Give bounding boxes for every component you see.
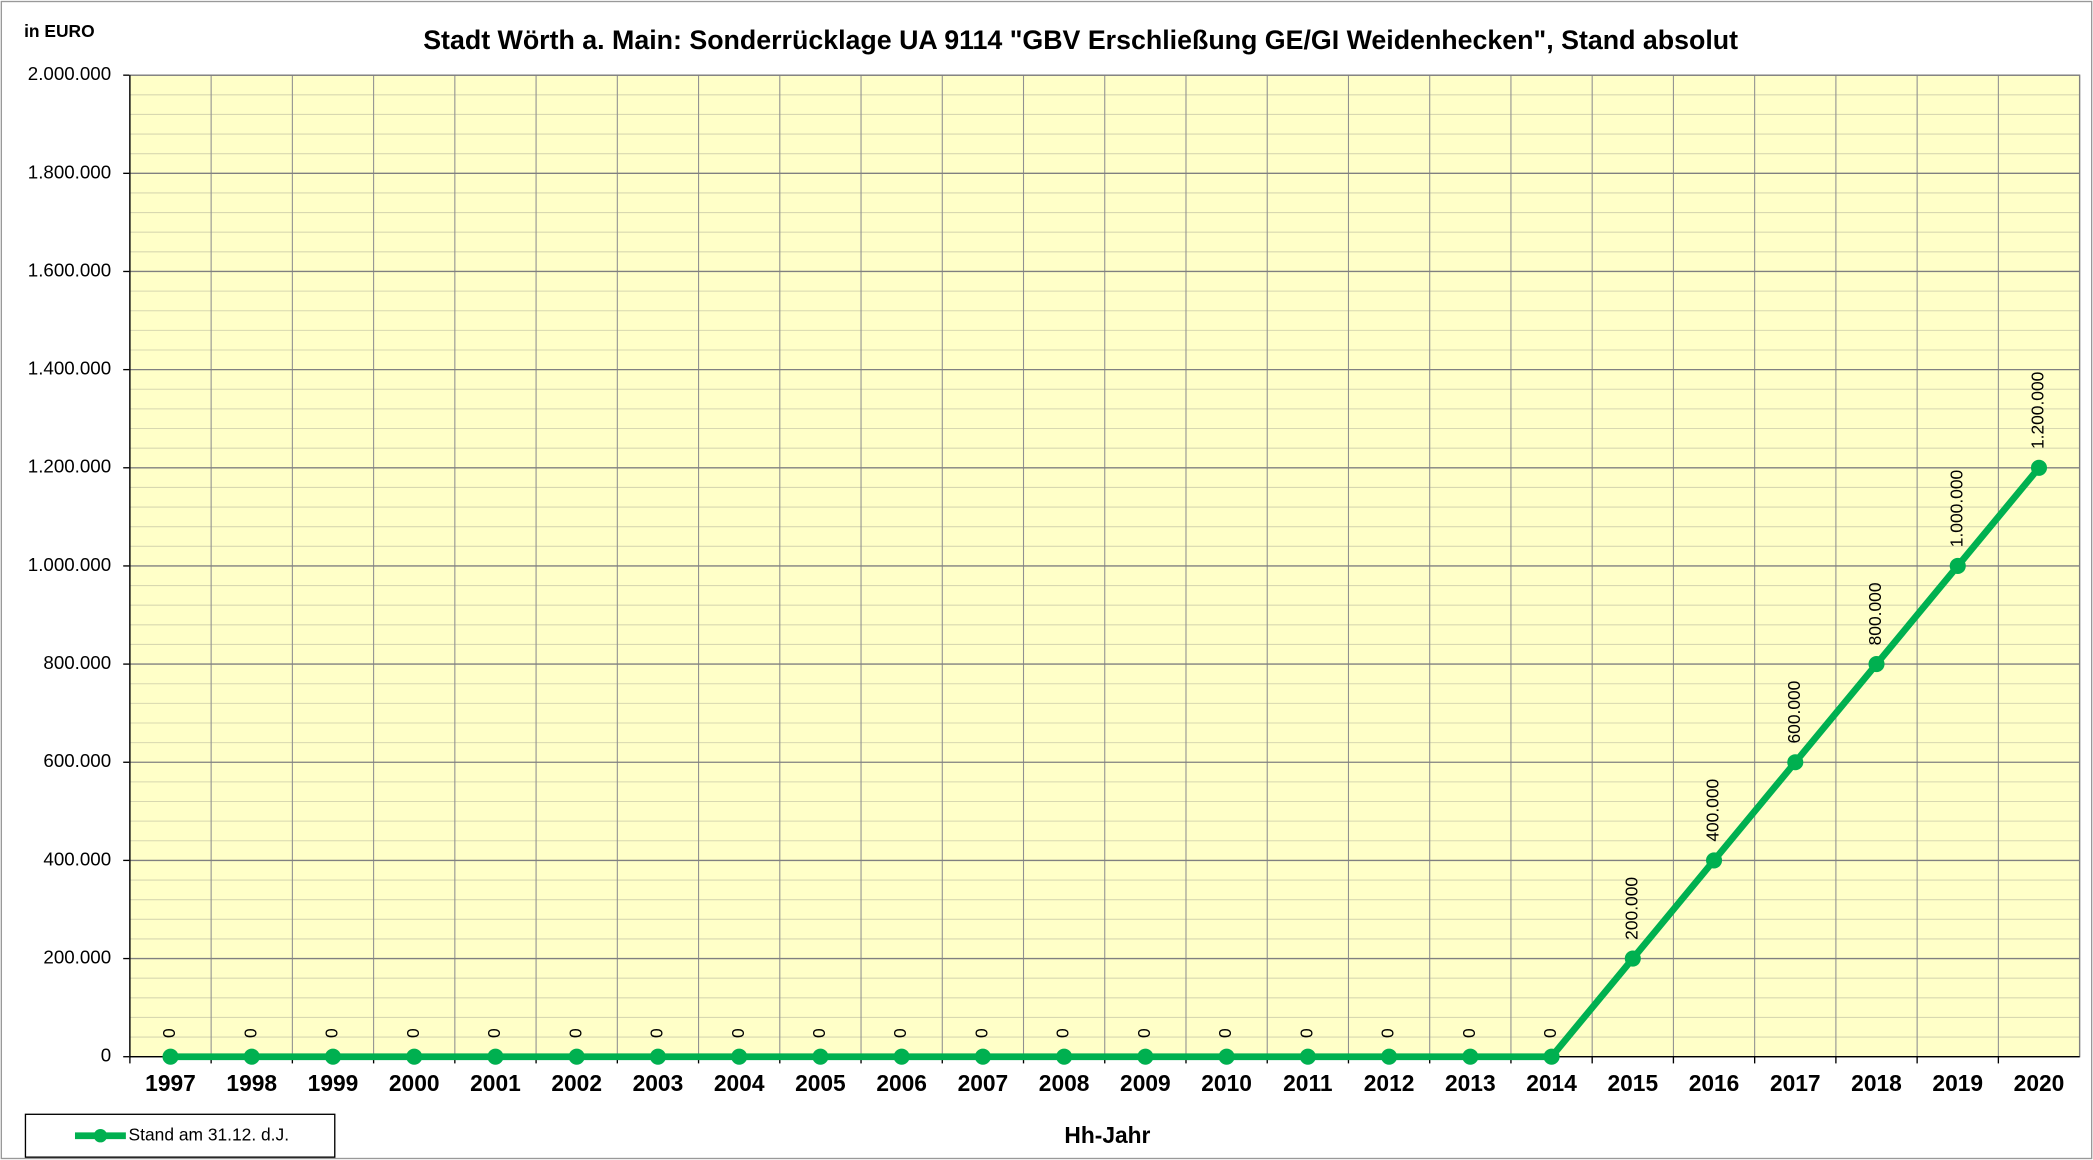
data-label: 0 (971, 1028, 991, 1038)
data-label: 600.000 (1784, 681, 1804, 744)
data-label: 0 (484, 1028, 504, 1038)
x-tick-label: 2006 (876, 1070, 927, 1096)
x-tick-label: 2015 (1607, 1070, 1658, 1096)
marker (812, 1048, 829, 1065)
marker (2030, 459, 2048, 476)
x-tick-label: 1997 (145, 1070, 196, 1096)
y-tick-label: 600.000 (43, 750, 111, 771)
x-tick-label: 2000 (389, 1070, 440, 1096)
marker (1137, 1048, 1154, 1065)
marker (487, 1048, 504, 1065)
x-tick-label: 2001 (470, 1070, 521, 1096)
x-tick-label: 2016 (1689, 1070, 1740, 1096)
marker (1868, 656, 1885, 673)
y-tick-label: 800.000 (43, 652, 111, 673)
marker (1299, 1048, 1316, 1065)
data-label: 0 (1215, 1028, 1235, 1038)
y-tick-label: 0 (101, 1045, 111, 1066)
data-label: 0 (809, 1028, 829, 1038)
data-label: 0 (728, 1028, 748, 1038)
y-tick-label: 400.000 (43, 848, 111, 869)
x-tick-label: 2019 (1932, 1070, 1983, 1096)
x-tick-label: 2014 (1526, 1070, 1577, 1096)
x-tick-label: 2004 (714, 1070, 765, 1096)
y-tick-label: 2.000.000 (28, 63, 111, 84)
data-label: 0 (647, 1028, 667, 1038)
y-tick-label: 1.200.000 (28, 456, 111, 477)
marker (1706, 852, 1723, 869)
marker (1949, 557, 1966, 574)
x-tick-label: 2012 (1364, 1070, 1415, 1096)
y-tick-label: 1.400.000 (28, 358, 111, 379)
marker (243, 1048, 260, 1065)
y-tick-label: 1.800.000 (28, 161, 111, 182)
line (170, 465, 2042, 1061)
marker (1462, 1048, 1479, 1065)
data-label: 800.000 (1865, 582, 1885, 645)
x-tick-label: 1999 (308, 1070, 359, 1096)
y-axis-label: in EURO (24, 21, 95, 41)
y-tick-label: 1.600.000 (28, 259, 111, 280)
marker (568, 1048, 585, 1065)
marker (162, 1048, 179, 1065)
marker (649, 1048, 666, 1065)
x-tick-label: 1998 (226, 1070, 277, 1096)
chart-title: Stadt Wörth a. Main: Sonderrücklage UA 9… (423, 25, 1738, 55)
data-label: 1.200.000 (2028, 372, 2048, 449)
x-tick-label: 2003 (633, 1070, 684, 1096)
data-label: 0 (1053, 1028, 1073, 1038)
x-tick-label: 2011 (1283, 1070, 1333, 1096)
data-label: 0 (565, 1028, 585, 1038)
legend-marker (93, 1129, 108, 1143)
x-tick-label: 2002 (551, 1070, 602, 1096)
data-label: 200.000 (1621, 877, 1641, 940)
marker (1787, 754, 1804, 771)
data-label: 0 (1540, 1028, 1560, 1038)
data-label: 0 (1296, 1028, 1316, 1038)
data-label: 0 (1459, 1028, 1479, 1038)
data-label: 0 (1134, 1028, 1154, 1038)
x-tick-label: 2008 (1039, 1070, 1090, 1096)
y-tick-label: 1.000.000 (28, 554, 111, 575)
marker (324, 1048, 342, 1065)
marker (974, 1048, 991, 1065)
marker (406, 1048, 423, 1065)
x-axis-label: Hh-Jahr (1064, 1122, 1150, 1148)
legend-label: Stand am 31.12. d.J. (129, 1124, 289, 1144)
x-tick-label: 2013 (1445, 1070, 1496, 1096)
marker (1381, 1048, 1398, 1065)
marker (1624, 950, 1641, 967)
x-tick-label: 2009 (1120, 1070, 1171, 1096)
x-tick-label: 2017 (1770, 1070, 1821, 1096)
data-label: 0 (403, 1028, 423, 1038)
x-tick-label: 2005 (795, 1070, 846, 1096)
x-tick-label: 2018 (1851, 1070, 1902, 1096)
data-label: 0 (1378, 1028, 1398, 1038)
marker (1218, 1048, 1235, 1065)
data-label: 0 (240, 1028, 260, 1038)
data-label: 0 (890, 1028, 910, 1038)
data-label: 0 (322, 1028, 342, 1038)
marker (1543, 1048, 1560, 1065)
marker (731, 1048, 748, 1065)
marker (1056, 1048, 1073, 1065)
x-tick-label: 2020 (2014, 1070, 2065, 1096)
data-label: 0 (159, 1028, 179, 1038)
marker (893, 1048, 910, 1065)
x-tick-label: 2010 (1201, 1070, 1252, 1096)
x-tick-label: 2007 (958, 1070, 1009, 1096)
y-tick-label: 200.000 (43, 947, 111, 968)
data-label: 400.000 (1703, 779, 1723, 842)
data-label: 1.000.000 (1946, 470, 1966, 547)
